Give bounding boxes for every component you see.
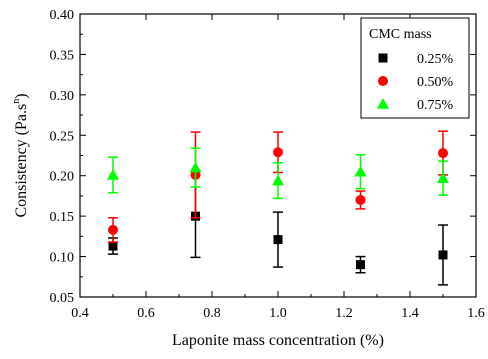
y-tick-label: 0.25 [50,129,75,144]
legend-title: CMC mass [369,27,432,42]
legend-marker [378,76,388,86]
legend-label: 0.75% [417,98,454,113]
plot-area [107,130,449,286]
data-point [356,260,365,270]
y-tick-label: 0.10 [50,251,75,266]
x-tick-label: 1.6 [467,306,485,321]
data-point [108,241,118,251]
y-tick-label: 0.30 [50,89,75,104]
y-axis-title-main: Consistency (Pa.s [13,104,30,218]
data-point [438,250,448,260]
data-point [355,194,366,205]
legend-marker [377,98,389,109]
y-axis-title-close: ) [13,93,30,98]
data-point [189,161,202,173]
series-triangle [107,147,449,200]
y-axis-title-sup: n [11,99,22,104]
y-tick-label: 0.05 [50,291,75,306]
legend-label: 0.50% [417,75,454,90]
y-tick-label: 0.20 [50,170,75,185]
y-tick-label: 0.15 [50,210,75,225]
y-tick-label: 0.40 [50,8,75,23]
data-point [107,168,119,180]
legend: CMC mass 0.25% 0.50% 0.75% [360,17,470,119]
x-tick-label: 1.2 [335,306,353,321]
x-tick-label: 0.8 [203,306,221,321]
data-point [273,147,283,158]
axes: 0.4 0.6 0.8 1.0 1.2 1.4 1.6 0.05 0.10 0.15 0.20 0.2… [50,8,485,321]
legend-box [360,17,470,119]
x-tick-label: 1.0 [269,306,287,321]
data-point [108,224,118,235]
x-tick-label: 1.4 [401,306,419,321]
data-point [273,235,283,245]
data-point [272,174,284,186]
y-tick-label: 0.35 [50,48,75,63]
legend-marker [378,53,388,63]
data-point [438,148,448,159]
data-point [354,165,367,177]
y-axis-title: Consistency (Pa.sn) [11,93,30,217]
legend-label: 0.25% [417,52,454,67]
x-tick-label: 0.6 [137,306,155,321]
data-point [437,172,449,183]
x-tick-label: 0.4 [71,306,89,321]
x-axis-title: Laponite mass concentration (%) [172,332,384,349]
